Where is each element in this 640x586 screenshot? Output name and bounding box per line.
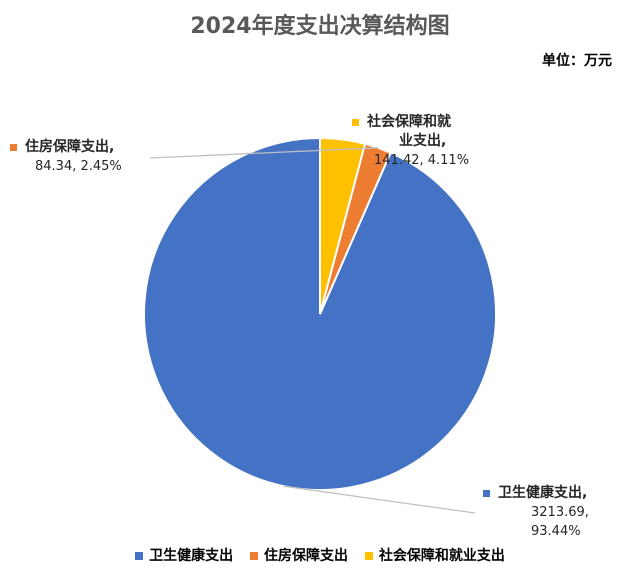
- health-label-swatch: [483, 490, 490, 497]
- legend-label-housing: 住房保障支出: [264, 548, 348, 564]
- housing-label-swatch: [10, 144, 17, 151]
- health-label-percent: 93.44%: [531, 524, 581, 539]
- legend: 卫生健康支出 住房保障支出 社会保障和就业支出: [0, 545, 640, 565]
- housing-label-name: 住房保障支出,: [25, 139, 115, 155]
- leader-line-health: [283, 485, 476, 514]
- legend-swatch-social: [364, 552, 373, 560]
- social-label-swatch: [352, 119, 359, 126]
- leader-line-housing: [149, 147, 378, 159]
- social-label-values: 141.42, 4.11%: [374, 153, 470, 168]
- social-label-name-1: 社会保障和就: [367, 114, 451, 130]
- social-label-name-2: 业支出,: [399, 133, 447, 149]
- legend-swatch-housing: [250, 552, 258, 560]
- legend-swatch-health: [135, 552, 144, 560]
- health-label-value: 3213.69,: [531, 505, 589, 520]
- unit-label: 单位：万元: [542, 53, 612, 69]
- chart-title: 2024年度支出决算结构图: [190, 14, 450, 39]
- health-label-name: 卫生健康支出,: [498, 485, 588, 501]
- legend-item-health: 卫生健康支出: [135, 545, 233, 565]
- housing-label-values: 84.34, 2.45%: [35, 159, 122, 174]
- data-label-health: 卫生健康支出, 3213.69, 93.44%: [483, 484, 589, 541]
- legend-label-health: 卫生健康支出: [149, 548, 234, 564]
- data-label-social: 社会保障和就 业支出, 141.42, 4.11%: [352, 113, 469, 170]
- slice-social: [319, 136, 367, 315]
- data-label-housing: 住房保障支出, 84.34, 2.45%: [10, 138, 122, 176]
- legend-item-housing: 住房保障支出: [250, 545, 348, 565]
- legend-item-social: 社会保障和就业支出: [364, 545, 505, 565]
- legend-label-social: 社会保障和就业支出: [378, 548, 505, 564]
